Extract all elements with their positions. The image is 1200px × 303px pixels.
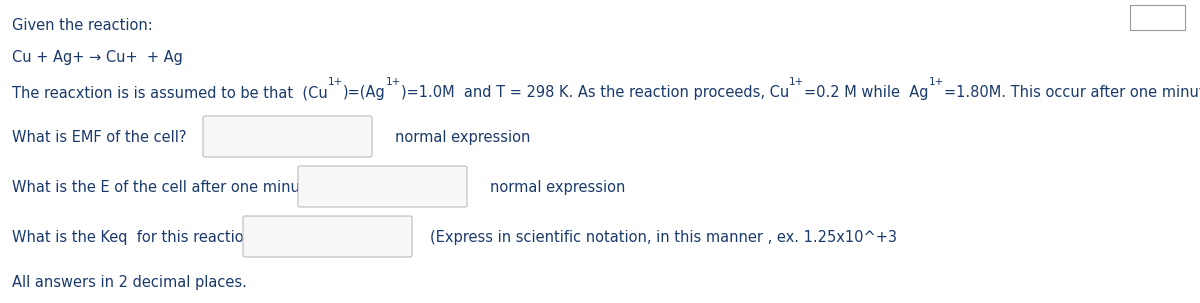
FancyBboxPatch shape bbox=[1130, 5, 1186, 30]
Text: 1+: 1+ bbox=[328, 77, 343, 87]
FancyBboxPatch shape bbox=[242, 216, 412, 257]
Text: The reacxtion is is assumed to be that  (Cu: The reacxtion is is assumed to be that (… bbox=[12, 85, 328, 100]
FancyBboxPatch shape bbox=[203, 116, 372, 157]
Text: 1+: 1+ bbox=[929, 77, 944, 87]
FancyBboxPatch shape bbox=[298, 166, 467, 207]
Text: =1.80M. This occur after one minut: =1.80M. This occur after one minut bbox=[944, 85, 1200, 100]
Text: )=(Ag: )=(Ag bbox=[343, 85, 385, 100]
Text: 1+: 1+ bbox=[790, 77, 804, 87]
Text: What is the E of the cell after one minute?: What is the E of the cell after one minu… bbox=[12, 180, 323, 195]
Text: What is EMF of the cell?: What is EMF of the cell? bbox=[12, 130, 186, 145]
Text: normal expression: normal expression bbox=[490, 180, 625, 195]
Text: Given the reaction:: Given the reaction: bbox=[12, 18, 152, 33]
Text: Cu + Ag+ → Cu+  + Ag: Cu + Ag+ → Cu+ + Ag bbox=[12, 50, 182, 65]
Text: )=1.0M  and T = 298 K. As the reaction proceeds, Cu: )=1.0M and T = 298 K. As the reaction pr… bbox=[401, 85, 790, 100]
Text: 1+: 1+ bbox=[385, 77, 401, 87]
Text: normal expression: normal expression bbox=[395, 130, 530, 145]
Text: (Express in scientific notation, in this manner , ex. 1.25x10^+3: (Express in scientific notation, in this… bbox=[430, 230, 898, 245]
Text: =0.2 M while  Ag: =0.2 M while Ag bbox=[804, 85, 929, 100]
Text: What is the Keq  for this reaction?: What is the Keq for this reaction? bbox=[12, 230, 260, 245]
Text: All answers in 2 decimal places.: All answers in 2 decimal places. bbox=[12, 275, 247, 290]
